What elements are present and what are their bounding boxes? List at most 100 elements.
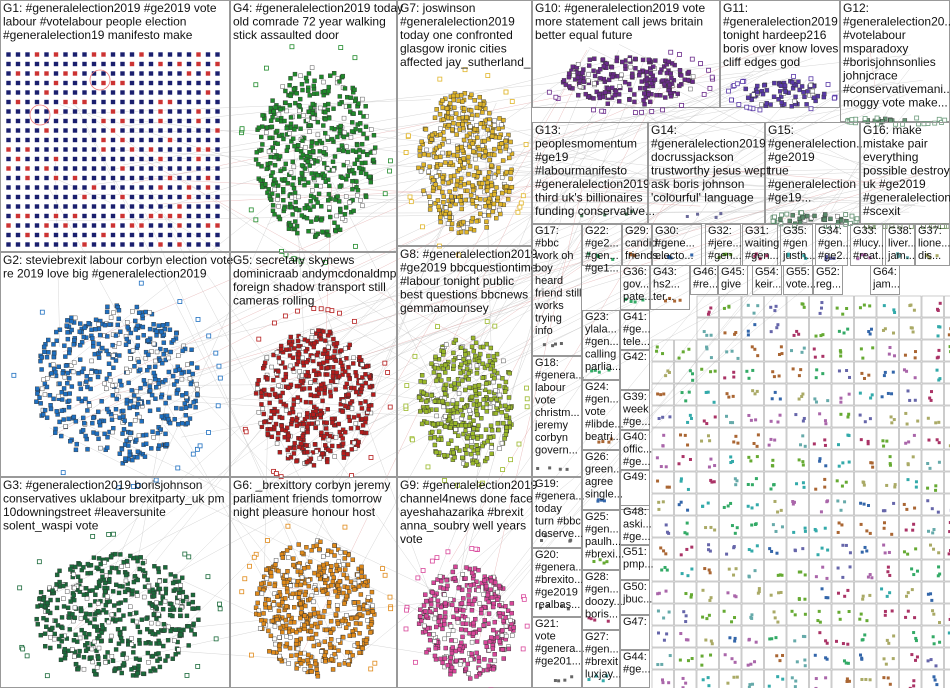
node (408, 199, 414, 205)
node (499, 190, 505, 196)
group-label: johnjcrace (842, 68, 898, 82)
tiny-group-cell (944, 339, 950, 362)
node (135, 323, 140, 328)
node (67, 350, 72, 356)
node (72, 108, 78, 115)
node (606, 93, 611, 99)
node (195, 317, 201, 322)
node (91, 344, 96, 349)
node (779, 508, 783, 512)
node (706, 67, 711, 73)
node (292, 127, 297, 132)
node (189, 347, 194, 352)
node (904, 441, 908, 445)
tiny-group-cell (854, 405, 877, 428)
tiny-group-cell (899, 647, 922, 670)
node (313, 409, 319, 414)
node (91, 118, 97, 124)
node (889, 223, 895, 229)
node (580, 214, 584, 218)
node (305, 88, 311, 93)
node (363, 194, 369, 200)
node (928, 466, 932, 470)
node (813, 355, 817, 359)
node (53, 369, 58, 375)
node (662, 81, 667, 87)
node (288, 115, 294, 120)
node (475, 436, 480, 441)
node (433, 201, 438, 206)
node (75, 574, 81, 579)
node (275, 197, 280, 202)
node (747, 413, 751, 417)
node (120, 461, 125, 466)
node (88, 612, 93, 617)
node (315, 200, 320, 205)
node (300, 427, 305, 432)
node (83, 611, 89, 616)
node (456, 98, 461, 103)
tiny-group-cell (899, 471, 922, 494)
node (815, 368, 819, 372)
node (176, 213, 183, 219)
node (867, 373, 871, 377)
node (910, 588, 914, 592)
node (189, 361, 194, 366)
node (755, 83, 760, 89)
tiny-group-cell (854, 669, 877, 688)
node (89, 646, 95, 652)
node (575, 75, 581, 80)
node (100, 184, 107, 191)
node (110, 156, 116, 162)
node (288, 223, 294, 228)
node (298, 126, 303, 131)
node (81, 592, 87, 597)
node (428, 435, 433, 441)
node (340, 216, 345, 221)
node (419, 421, 425, 427)
node (753, 660, 757, 664)
node (847, 434, 851, 438)
node (649, 109, 655, 114)
node (71, 360, 77, 365)
node (176, 156, 183, 162)
tiny-group-cell (674, 581, 697, 604)
node (176, 108, 183, 115)
node (157, 664, 163, 670)
node (192, 632, 197, 637)
tiny-group-cell (674, 493, 697, 516)
node (303, 75, 309, 81)
node (468, 108, 474, 113)
tiny-group-cell (831, 625, 854, 648)
node (314, 233, 319, 238)
node (778, 217, 783, 222)
node (753, 323, 757, 327)
node (110, 118, 116, 124)
node (70, 612, 75, 617)
node (186, 194, 192, 200)
node (81, 222, 88, 229)
group-label: old comrade 72 year walking (233, 14, 386, 28)
node (107, 378, 113, 383)
node (320, 229, 325, 234)
node (734, 595, 738, 599)
node (472, 126, 478, 132)
node (296, 359, 301, 365)
node (732, 440, 736, 444)
node (114, 565, 119, 571)
tiny-group-cell (696, 559, 719, 582)
node (795, 482, 799, 486)
node (524, 385, 529, 391)
node (72, 51, 78, 58)
node (283, 100, 288, 105)
node (345, 173, 350, 178)
node (776, 573, 780, 577)
node (289, 44, 295, 50)
node (473, 454, 478, 459)
tiny-group-cell (809, 361, 832, 384)
node (157, 232, 164, 238)
node (162, 578, 168, 583)
node (346, 392, 351, 397)
tiny-group-cell (696, 361, 719, 384)
